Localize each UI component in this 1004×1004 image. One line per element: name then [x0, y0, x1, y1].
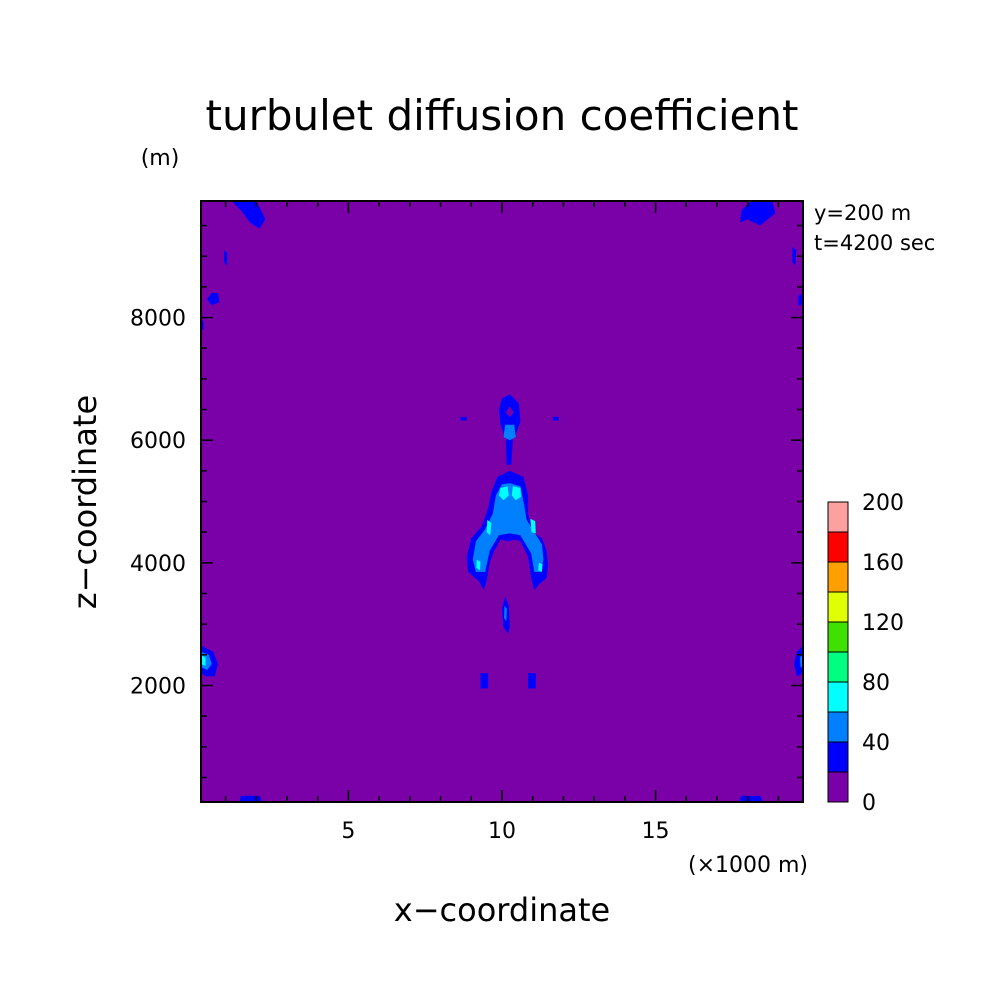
y-axis-unit: (m) — [141, 146, 180, 171]
contour-region-6 — [498, 486, 509, 501]
y-tick-label: 8000 — [130, 307, 186, 332]
colorbar-segment-9 — [827, 501, 849, 533]
contour-region-7 — [511, 486, 521, 501]
colorbar-segment-8 — [827, 531, 849, 563]
colorbar: 0 40 80 120 160 200 — [827, 491, 904, 816]
contour-region-24 — [798, 293, 803, 306]
contour-region-23 — [207, 293, 220, 306]
contour-region-18 — [201, 654, 206, 666]
contour-region-2 — [505, 440, 513, 465]
contour-region-13 — [504, 605, 507, 622]
x-tick-label: 5 — [341, 819, 355, 844]
contour-region-19 — [793, 645, 803, 677]
annotation-time: t=4200 sec — [814, 231, 935, 255]
contour-region-22 — [740, 201, 776, 226]
colorbar-tick-label: 40 — [862, 731, 890, 756]
x-tick-label: 10 — [488, 819, 516, 844]
colorbar-tick-label: 160 — [862, 551, 904, 576]
x-axis-unit: (×1000 m) — [688, 853, 808, 878]
colorbar-tick-label: 200 — [862, 491, 904, 516]
colorbar-segment-1 — [827, 741, 849, 773]
colorbar-segment-2 — [827, 711, 849, 743]
y-tick-label: 6000 — [130, 429, 186, 454]
contour-region-31 — [552, 416, 559, 421]
contour-region-8 — [486, 519, 492, 536]
colorbar-segment-3 — [827, 681, 849, 713]
contour-region-15 — [528, 673, 536, 689]
contour-region-26 — [792, 247, 797, 266]
colorbar-segment-0 — [827, 771, 849, 803]
y-axis-ticks: 2000 4000 6000 8000 — [130, 224, 803, 779]
chart-title: turbulet diffusion coefficient — [206, 91, 799, 140]
colorbar-segment-5 — [827, 621, 849, 653]
y-axis-label: z−coordinate — [66, 395, 104, 609]
plot-area — [201, 201, 803, 802]
colorbar-tick-label: 80 — [862, 671, 890, 696]
contour-region-5 — [503, 424, 516, 441]
colorbar-tick-label: 0 — [862, 791, 876, 816]
contour-region-14 — [480, 673, 489, 689]
y-tick-label: 4000 — [130, 552, 186, 577]
contour-region-30 — [460, 416, 467, 421]
contour-region-9 — [530, 518, 536, 534]
colorbar-segment-6 — [827, 591, 849, 623]
y-tick-label: 2000 — [130, 674, 186, 699]
colorbar-segment-7 — [827, 561, 849, 593]
contour-region-28 — [738, 795, 764, 802]
x-axis-ticks: 5 10 15 — [224, 201, 780, 844]
contour-region-4 — [472, 483, 544, 572]
contour-region-25 — [224, 250, 228, 266]
x-axis-label: x−coordinate — [394, 891, 610, 929]
annotation-y-position: y=200 m — [814, 201, 911, 225]
contour-region-21 — [231, 201, 266, 229]
contour-region-1 — [505, 406, 514, 417]
x-tick-label: 15 — [642, 819, 670, 844]
contour-region-10 — [476, 559, 481, 571]
colorbar-tick-label: 120 — [862, 611, 904, 636]
colorbar-segment-4 — [827, 651, 849, 683]
contour-region-11 — [538, 562, 543, 572]
contour-region-17 — [201, 651, 212, 671]
